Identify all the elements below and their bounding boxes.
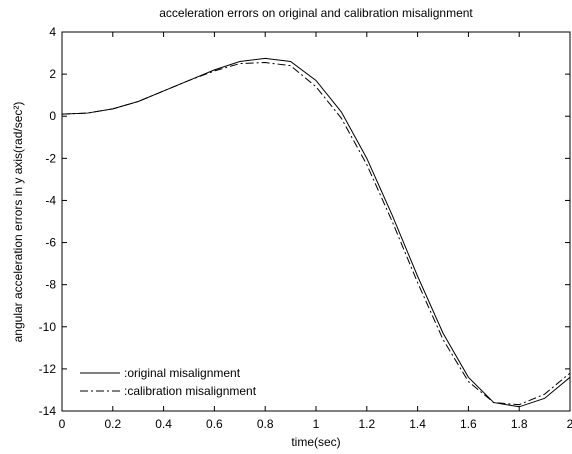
- x-tick-label: 0.8: [257, 417, 274, 431]
- x-tick-label: 1.8: [511, 417, 528, 431]
- y-tick-label: -8: [45, 278, 56, 292]
- x-tick-label: 0: [59, 417, 66, 431]
- series-line: [61, 62, 571, 406]
- y-tick-label: -6: [45, 236, 56, 250]
- x-tick-label: 1.4: [409, 417, 426, 431]
- y-tick-label: -10: [39, 320, 57, 334]
- x-tick-label: 0.6: [206, 417, 223, 431]
- y-tick-label: 4: [49, 25, 56, 39]
- chart-title: acceleration errors on original and cali…: [159, 6, 473, 20]
- x-tick-label: 1.2: [358, 417, 375, 431]
- x-tick-label: 0.2: [104, 417, 121, 431]
- x-tick-label: 2: [567, 417, 572, 431]
- plot-area: [61, 31, 571, 412]
- y-tick-label: 2: [49, 67, 56, 81]
- x-axis-label: time(sec): [291, 435, 340, 449]
- y-tick-label: -14: [39, 404, 57, 418]
- legend-label: :calibration misalignment: [124, 384, 257, 398]
- y-tick-label: -2: [45, 151, 56, 165]
- y-tick-label: -4: [45, 193, 56, 207]
- x-tick-label: 1.6: [460, 417, 477, 431]
- legend-label: :original misalignment: [124, 366, 241, 380]
- x-tick-label: 0.4: [155, 417, 172, 431]
- x-tick-label: 1: [313, 417, 320, 431]
- y-tick-label: 0: [49, 109, 56, 123]
- y-axis-label: angular acceleration errors in y axis(ra…: [11, 102, 25, 343]
- y-tick-label: -12: [39, 362, 57, 376]
